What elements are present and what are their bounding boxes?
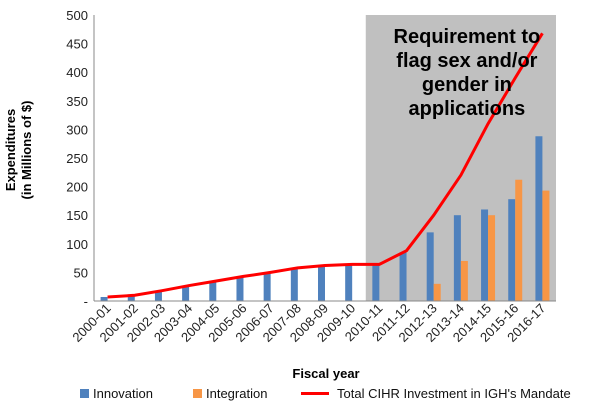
y-tick-label: - (84, 294, 88, 309)
expenditures-chart: - 50 100 150 200 250 300 350 400 450 500 2000-0120… (3, 8, 556, 381)
bar-integration (488, 215, 496, 301)
total-investment-line (107, 32, 544, 299)
bar-integration (460, 260, 468, 301)
highlight-annotation: Requirement to flag sex and/or gender in ap… (394, 26, 541, 120)
bar-innovation (263, 272, 271, 301)
bar-innovation (453, 215, 461, 301)
bar-innovation (236, 276, 244, 301)
bar-innovation (426, 232, 434, 301)
bar-innovation (535, 136, 543, 301)
y-axis-title: Expenditures(in Millions of $) (3, 101, 34, 200)
legend-label-integration: Integration (206, 386, 268, 401)
bar-integration (515, 179, 523, 301)
legend-item-total: Total CIHR Investment in IGH's Mandate (301, 386, 571, 401)
bar-innovation (100, 296, 108, 301)
y-tick-label: 500 (66, 8, 88, 23)
legend-label-total: Total CIHR Investment in IGH's Mandate (337, 386, 571, 401)
legend-item-integration: Integration (193, 386, 267, 401)
bar-innovation (399, 252, 407, 301)
legend-swatch-integration (193, 389, 202, 398)
bar-innovation (318, 265, 325, 301)
y-tick-label: 300 (66, 122, 88, 137)
legend-swatch-innovation (80, 389, 89, 398)
x-axis-title: Fiscal year (292, 366, 359, 381)
y-tick-label: 200 (66, 180, 88, 195)
y-tick-label: 50 (74, 265, 88, 280)
bars (100, 136, 550, 301)
legend-swatch-total (301, 392, 329, 395)
x-tick-labels: 2000-012001-022002-032003-042004-052005-… (69, 301, 548, 345)
bar-innovation (508, 199, 516, 301)
bar-innovation (154, 290, 162, 301)
y-tick-label: 350 (66, 94, 88, 109)
y-tick-labels: - 50 100 150 200 250 300 350 400 450 500 (66, 8, 88, 309)
bar-integration (433, 283, 441, 301)
y-tick-label: 150 (66, 208, 88, 223)
legend-label-innovation: Innovation (93, 386, 153, 401)
bar-innovation (127, 295, 135, 301)
bar-innovation (345, 264, 353, 301)
bar-innovation (481, 209, 489, 301)
legend-item-innovation: Innovation (80, 386, 153, 401)
bar-innovation (209, 280, 217, 301)
bar-innovation (290, 268, 298, 301)
bar-integration (542, 190, 550, 301)
bar-innovation (372, 264, 380, 301)
y-tick-label: 250 (66, 151, 88, 166)
bar-innovation (182, 285, 190, 301)
y-tick-label: 450 (66, 37, 88, 52)
y-tick-label: 100 (66, 237, 88, 252)
y-tick-label: 400 (66, 65, 88, 80)
legend: Innovation Integration Total CIHR Invest… (0, 386, 597, 406)
